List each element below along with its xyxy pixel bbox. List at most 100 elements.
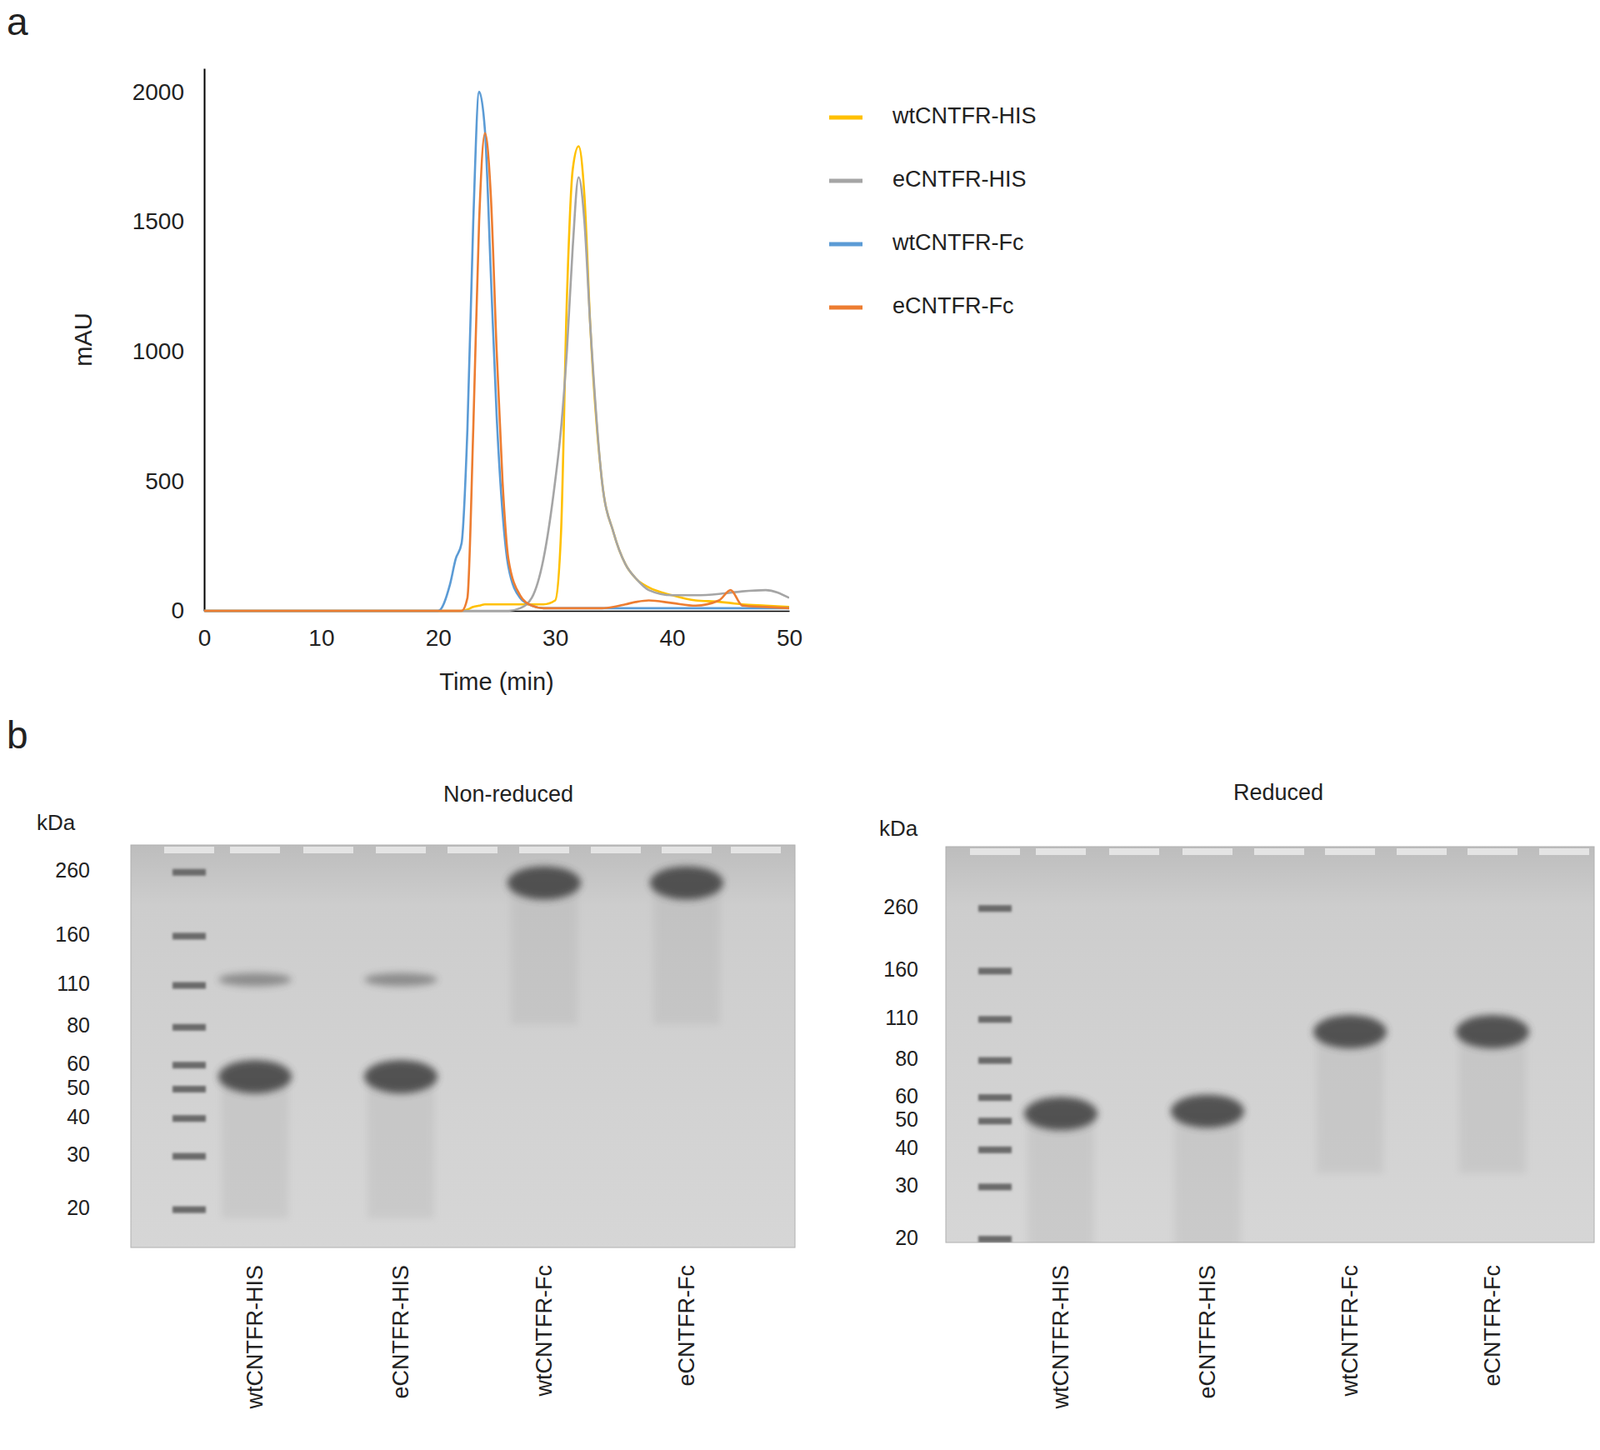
y-tick: 2000 xyxy=(132,78,205,105)
band-smear xyxy=(367,1076,435,1219)
y-axis-title: kDa xyxy=(879,815,919,841)
y-axis: 0 500 1000 1500 2000 xyxy=(132,69,205,625)
x-tick-label: 40 xyxy=(660,625,686,651)
y-tick-label: 80 xyxy=(66,1013,90,1037)
ladder-band xyxy=(978,1146,1012,1154)
y-tick-label: 1000 xyxy=(132,338,185,365)
y-tick-label: 20 xyxy=(66,1195,90,1220)
y-tick-label: 500 xyxy=(145,468,185,495)
x-tick: 10 xyxy=(308,610,335,651)
gel-well xyxy=(730,846,781,854)
lane-label: wtCNTFR-Fc xyxy=(531,1265,557,1397)
gel-band xyxy=(364,1060,438,1094)
y-tick: 1500 xyxy=(132,208,205,235)
y-tick-label: 20 xyxy=(895,1225,919,1250)
ladder-band xyxy=(172,1024,206,1031)
y-tick: 500 xyxy=(145,468,205,495)
y-tick-label: 1500 xyxy=(132,208,185,235)
ladder-band xyxy=(172,932,206,940)
gel-band xyxy=(1313,1015,1387,1049)
ladder-band xyxy=(172,1206,206,1214)
gel-band xyxy=(507,865,581,900)
ladder-band xyxy=(978,1117,1012,1125)
band-smear xyxy=(1027,1113,1095,1243)
lane-label: eCNTFR-HIS xyxy=(1195,1265,1220,1400)
y-tick-label: 30 xyxy=(895,1173,919,1197)
legend: wtCNTFR-HISeCNTFR-HISwtCNTFR-FceCNTFR-Fc xyxy=(829,103,1036,319)
plot-area xyxy=(204,91,790,611)
y-tick-label: 80 xyxy=(895,1046,919,1070)
y-axis-title: kDa xyxy=(36,810,76,835)
ladder-band xyxy=(172,1153,206,1160)
gel-title: Non-reduced xyxy=(443,781,574,807)
legend-label: eCNTFR-Fc xyxy=(892,293,1014,319)
y-tick: 1000 xyxy=(132,338,205,365)
ladder-band xyxy=(172,1061,206,1069)
band-smear xyxy=(1174,1110,1241,1243)
series-line xyxy=(204,91,790,611)
gel-well xyxy=(1182,848,1233,855)
y-tick-label: 110 xyxy=(56,971,90,995)
band-smear xyxy=(221,1076,289,1219)
x-tick-label: 10 xyxy=(308,625,335,651)
gel-well xyxy=(375,846,426,854)
y-axis-title: mAU xyxy=(70,312,97,366)
lane-label: wtCNTFR-HIS xyxy=(1048,1265,1074,1410)
gel-well xyxy=(230,846,280,854)
panel-label: a xyxy=(6,0,29,44)
panel-label: b xyxy=(6,713,29,757)
y-tick-label: 160 xyxy=(55,922,90,946)
x-tick-label: 50 xyxy=(776,625,803,651)
x-tick-label: 0 xyxy=(198,625,212,651)
ladder-band xyxy=(172,1115,206,1122)
gel-title: Reduced xyxy=(1233,780,1324,805)
ladder-band xyxy=(978,1057,1012,1065)
y-tick: 0 xyxy=(170,597,205,624)
gel-band xyxy=(1170,1094,1245,1128)
gel-frame xyxy=(130,845,795,1248)
ladder-band xyxy=(978,1015,1012,1023)
legend-label: wtCNTFR-HIS xyxy=(891,103,1036,129)
gel-well xyxy=(970,848,1020,855)
gel-well xyxy=(1539,848,1590,855)
x-axis-title: Time (min) xyxy=(439,668,554,695)
line-chart: a050010001500200001020304050Time (min)mA… xyxy=(6,0,1036,695)
series-line xyxy=(204,133,790,611)
gel-well xyxy=(303,846,354,854)
band-smear xyxy=(1459,1031,1526,1174)
gel-band xyxy=(218,973,292,987)
band-smear xyxy=(653,882,720,1025)
y-tick-label: 260 xyxy=(883,895,919,919)
y-tick-label: 30 xyxy=(66,1142,90,1166)
y-tick-label: 260 xyxy=(55,858,90,882)
lane-label: eCNTFR-Fc xyxy=(1480,1265,1505,1386)
lane-label: eCNTFR-HIS xyxy=(388,1265,414,1400)
y-tick-label: 110 xyxy=(885,1005,919,1030)
gel-well xyxy=(1109,848,1160,855)
gel-well xyxy=(1035,848,1086,855)
gel-well xyxy=(1467,848,1518,855)
x-tick: 0 xyxy=(198,610,212,651)
gel-band xyxy=(1024,1096,1098,1130)
gel-band xyxy=(650,865,724,900)
gel-panel: ReducedkDa260160110806050403020wtCNTFR-H… xyxy=(879,780,1595,1410)
legend-swatch xyxy=(829,305,863,310)
legend-swatch xyxy=(829,179,863,184)
y-tick-label: 160 xyxy=(883,957,919,981)
ladder-band xyxy=(978,967,1012,975)
ladder-band xyxy=(978,905,1012,912)
legend-swatch xyxy=(829,242,863,247)
ladder-band xyxy=(172,982,206,990)
ladder-band xyxy=(172,869,206,876)
x-tick: 50 xyxy=(776,610,803,651)
y-tick-label: 40 xyxy=(895,1135,919,1160)
y-tick-label: 50 xyxy=(895,1107,919,1131)
band-smear xyxy=(1316,1031,1384,1174)
gel-band xyxy=(364,973,438,987)
gel-well xyxy=(1325,848,1375,855)
gel-band xyxy=(218,1060,292,1094)
lane-label: eCNTFR-Fc xyxy=(674,1265,700,1386)
y-tick-label: 40 xyxy=(66,1105,90,1129)
legend-swatch xyxy=(829,115,863,120)
x-tick: 40 xyxy=(660,610,686,651)
